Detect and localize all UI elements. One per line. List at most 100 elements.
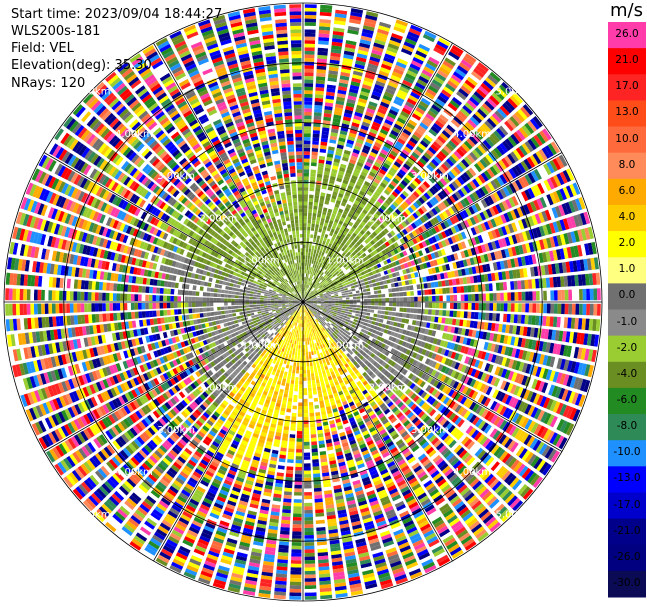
range-gate — [321, 214, 326, 219]
range-gate — [390, 316, 396, 321]
range-gate — [304, 54, 315, 59]
range-gate — [312, 383, 316, 388]
range-gate — [369, 233, 375, 240]
range-gate — [428, 302, 433, 308]
range-gate — [304, 29, 316, 34]
range-gate — [404, 280, 410, 286]
range-gate — [363, 77, 374, 84]
range-gate — [385, 115, 395, 123]
range-gate — [304, 22, 316, 27]
range-gate — [405, 313, 410, 319]
range-gate — [373, 118, 383, 125]
range-gate — [339, 189, 345, 195]
range-gate — [344, 109, 353, 115]
range-gate — [336, 248, 341, 253]
range-gate — [309, 419, 316, 424]
range-gate — [492, 282, 497, 291]
range-gate — [304, 513, 313, 518]
range-gate — [419, 172, 427, 180]
range-gate — [296, 434, 303, 439]
range-gate — [292, 520, 302, 525]
range-gate — [349, 302, 354, 305]
range-gate — [297, 409, 303, 414]
range-gate — [368, 218, 375, 225]
range-gate — [303, 176, 309, 181]
range-gate — [451, 45, 464, 55]
range-gate — [300, 348, 303, 353]
range-gate — [304, 104, 313, 109]
range-gate — [337, 231, 343, 237]
range-gate — [355, 108, 364, 114]
range-gate — [359, 244, 364, 249]
range-gate — [443, 108, 454, 118]
range-gate — [408, 94, 419, 103]
range-gate — [371, 215, 377, 222]
range-gate — [378, 21, 392, 29]
range-gate — [403, 146, 412, 154]
range-gate — [338, 296, 343, 299]
range-gate — [303, 441, 310, 446]
range-gate — [303, 294, 305, 299]
range-gate — [324, 233, 329, 239]
range-gate — [466, 99, 478, 109]
range-gate — [311, 340, 314, 345]
range-gate — [364, 281, 369, 285]
range-gate — [339, 167, 346, 173]
range-gate — [314, 191, 320, 196]
range-gate — [334, 305, 339, 308]
range-gate — [323, 222, 329, 227]
range-gate — [326, 84, 336, 90]
range-gate — [399, 152, 408, 160]
range-gate — [389, 193, 396, 201]
range-gate — [333, 269, 338, 273]
range-gate — [358, 46, 370, 53]
range-gate — [383, 284, 388, 289]
range-gate — [363, 292, 368, 296]
range-gate — [306, 355, 309, 360]
range-gate — [348, 311, 353, 315]
range-gate — [325, 249, 329, 254]
range-gate — [312, 462, 320, 467]
range-gate — [406, 185, 414, 193]
range-gate — [312, 144, 319, 149]
range-gate — [531, 315, 536, 325]
range-gate — [303, 248, 306, 252]
range-gate — [428, 296, 433, 302]
range-gate — [329, 135, 338, 141]
range-gate — [322, 256, 326, 261]
range-gate — [484, 77, 497, 88]
range-gate — [371, 302, 375, 306]
range-gate — [446, 80, 458, 90]
range-gate — [456, 311, 461, 318]
range-gate — [380, 214, 387, 221]
range-gate — [448, 140, 457, 149]
range-gate — [327, 208, 333, 214]
range-gate — [419, 40, 432, 49]
range-gate — [311, 380, 316, 385]
range-gate — [303, 212, 308, 216]
range-gate — [327, 299, 332, 301]
range-gate — [375, 219, 382, 226]
range-gate — [331, 303, 336, 306]
range-gate — [347, 314, 352, 318]
range-gate — [444, 57, 456, 67]
range-gate — [398, 113, 408, 122]
range-gate — [360, 187, 367, 193]
range-gate — [453, 116, 463, 126]
range-gate — [309, 255, 313, 260]
range-gate — [353, 212, 360, 218]
range-gate — [367, 302, 372, 306]
range-gate — [303, 427, 309, 432]
range-gate — [307, 226, 311, 231]
range-gate — [446, 302, 451, 309]
range-gate — [316, 238, 320, 243]
range-gate — [292, 527, 302, 532]
range-gate — [417, 296, 422, 302]
range-gate — [304, 330, 307, 335]
range-gate — [454, 68, 467, 78]
range-gate — [357, 206, 364, 212]
range-gate — [362, 28, 374, 35]
range-gate — [399, 307, 404, 312]
range-gate — [348, 291, 353, 295]
range-gate — [320, 236, 324, 241]
